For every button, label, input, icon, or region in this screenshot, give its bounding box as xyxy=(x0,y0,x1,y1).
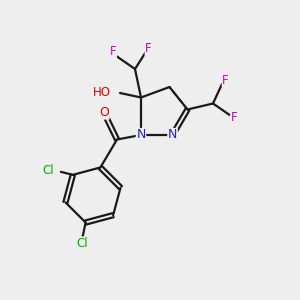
Text: HO: HO xyxy=(92,86,110,99)
Text: N: N xyxy=(168,128,177,142)
Text: F: F xyxy=(110,45,116,58)
Text: N: N xyxy=(136,128,146,142)
Text: F: F xyxy=(145,42,152,56)
Text: F: F xyxy=(231,111,237,124)
Text: Cl: Cl xyxy=(42,164,54,177)
Text: Cl: Cl xyxy=(77,237,88,250)
Text: O: O xyxy=(99,106,109,119)
Text: F: F xyxy=(222,74,229,87)
